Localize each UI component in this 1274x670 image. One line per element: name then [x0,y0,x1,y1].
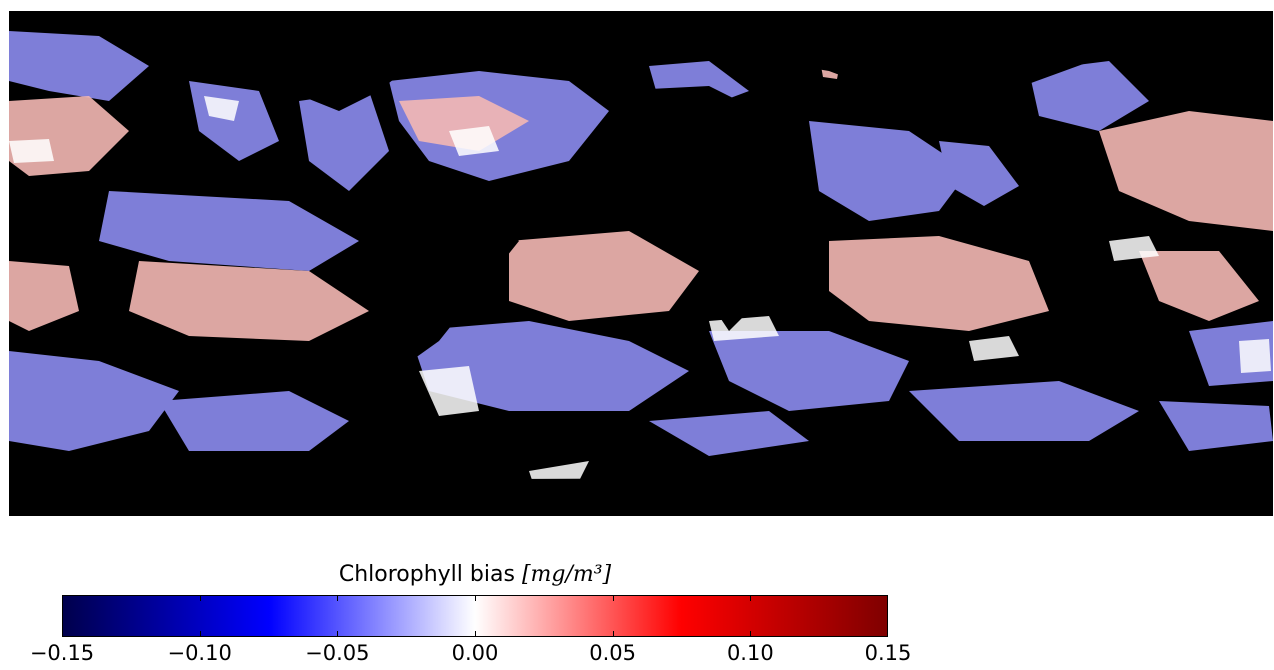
africa [609,86,809,331]
antarctica [9,476,1273,516]
colorbar-title-text: Chlorophyll bias [338,562,515,587]
colorbar-tick-bottom [199,631,201,637]
colorbar-tick-top [475,595,476,601]
positive-bias-regions [9,66,1273,341]
colorbar-ticks: −0.15 −0.10 −0.05 0.00 0.05 0.10 0.15 [30,595,911,665]
colorbar-tick-top [750,595,752,601]
colorbar-tick-top [199,595,201,601]
colorbar-tick-label: 0.15 [864,641,912,665]
colorbar-tick-bottom [337,631,339,637]
south-america [369,171,519,366]
colorbar-tick-label: −0.15 [29,641,95,665]
australia [1049,276,1159,341]
near-zero-regions [9,96,1271,486]
world-map-svg [9,11,1273,516]
land-masses [9,11,1273,516]
colorbar-tick-label: −0.05 [305,641,370,665]
north-america [179,11,429,111]
colorbar-title: Chlorophyll bias [mg/m³] [0,562,950,587]
colorbar-tick-top [337,595,339,601]
eurasia [569,11,1119,101]
colorbar-tick-label: 0.10 [726,641,774,665]
colorbar-tick-label: 0.05 [589,641,637,665]
colorbar-tick-label: −0.10 [167,641,232,665]
bias-map [9,11,1273,516]
colorbar-tick-top [612,595,614,601]
colorbar-tick-label: 0.00 [451,641,499,665]
colorbar-tick-bottom [612,631,614,637]
colorbar-tick-bottom [750,631,752,637]
colorbar-unit: [mg/m³] [521,562,612,587]
colorbar-tick-bottom [475,631,476,637]
